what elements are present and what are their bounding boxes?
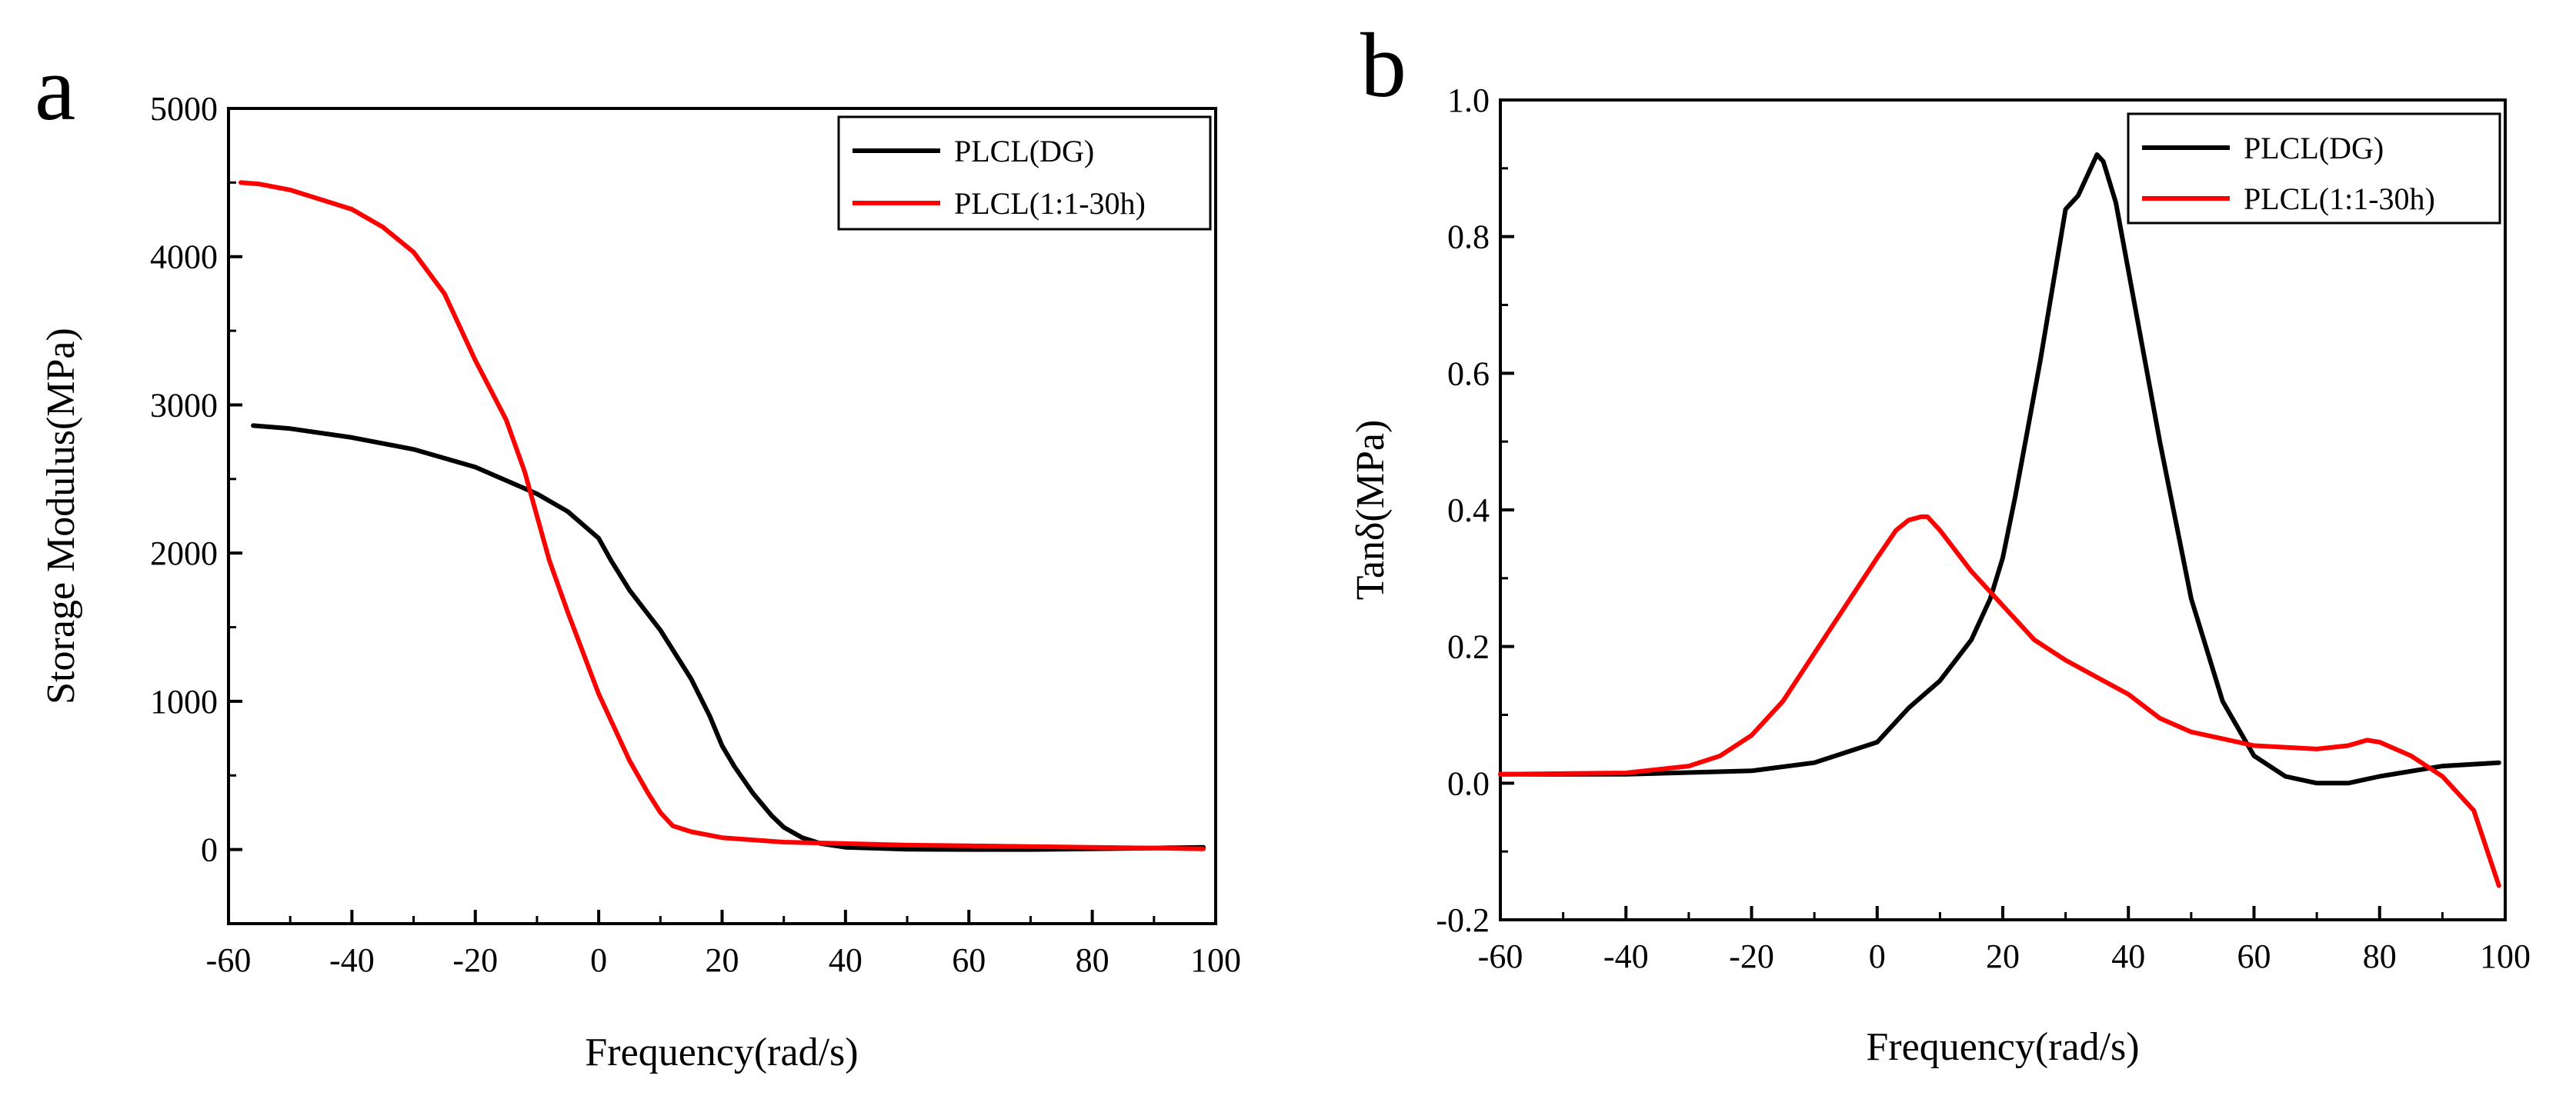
panel-b-y-axis-label: Tanδ(MPa) [1349, 420, 1393, 601]
panel-a-x-tick-label: 80 [1076, 941, 1109, 979]
panel-b-y-tick-label: 0.2 [1447, 628, 1490, 666]
panel-a-legend: PLCL(DG) PLCL(1:1-30h) [837, 115, 1212, 231]
panel-a-x-tick-label: 40 [829, 941, 863, 979]
panel-b-legend: PLCL(DG) PLCL(1:1-30h) [2127, 112, 2501, 225]
panel-b-y-tick-label: -0.2 [1436, 901, 1490, 939]
panel-a-x-axis-label: Frequency(rad/s) [585, 1031, 858, 1074]
panel-b-x-tick-label: 20 [1986, 937, 2020, 975]
panel-a-legend-label-1: PLCL(1:1-30h) [954, 186, 1146, 221]
panel-a-y-tick-label: 1000 [150, 683, 218, 721]
panel-a-x-tick-label: -60 [206, 941, 252, 979]
panel-a-y-tick-label: 2000 [150, 535, 218, 572]
panel-b-x-tick-label: -40 [1603, 937, 1649, 975]
panel-b-x-tick-label: -60 [1478, 937, 1523, 975]
panel-a-x-tick-label: -20 [452, 941, 498, 979]
panel-a-x-tick-label: 100 [1190, 941, 1241, 979]
panel-b-x-axis-label: Frequency(rad/s) [1866, 1025, 2139, 1069]
panel-b-x-tick-label: 80 [2363, 937, 2397, 975]
panel-a-series-line-0 [251, 423, 1206, 852]
panel-b-x-tick-label: 60 [2237, 937, 2271, 975]
panel-a-series-line-1 [239, 180, 1206, 851]
panel-a-y-tick-label: 0 [201, 831, 218, 869]
panel-a-y-tick-label: 3000 [150, 386, 218, 424]
panel-b-x-tick-label: -20 [1729, 937, 1774, 975]
panel-a-letter: a [35, 37, 75, 139]
panel-a-x-tick-label: 0 [590, 941, 607, 979]
panel-b-y-tick-label: 0.0 [1447, 764, 1490, 802]
panel-a-y-tick-label: 5000 [150, 90, 218, 128]
panel-b-y-tick-label: 0.8 [1447, 218, 1490, 256]
panel-b: b -60 -40 -20 0 20 40 60 80 100 -0.2 0.0 0.2 0.4 0.6… [1349, 14, 2531, 1069]
panel-a: a -60 -40 -20 0 20 40 60 80 100 0 1000 2000 3000 400… [35, 37, 1241, 1074]
panel-b-series-line-1 [1498, 514, 2501, 888]
panel-a-plot-frame [227, 107, 1217, 925]
panel-b-letter: b [1360, 14, 1406, 116]
panel-a-x-tick-label: 20 [706, 941, 739, 979]
panel-b-legend-box [2127, 112, 2501, 225]
panel-a-y-axis-label: Storage Modulus(MPa) [39, 328, 83, 704]
panel-b-series-line-0 [1498, 152, 2501, 786]
panel-b-y-tick-label: 1.0 [1447, 82, 1490, 119]
panel-b-legend-label-0: PLCL(DG) [2244, 131, 2384, 165]
panel-b-x-tick-label: 0 [1869, 937, 1886, 975]
panel-b-legend-label-1: PLCL(1:1-30h) [2244, 182, 2435, 216]
panel-a-legend-label-0: PLCL(DG) [954, 134, 1094, 168]
panel-b-x-tick-label: 40 [2111, 937, 2145, 975]
panel-a-x-tick-label: 60 [952, 941, 986, 979]
panel-b-y-tick-label: 0.6 [1447, 355, 1490, 392]
panel-a-legend-box [837, 115, 1212, 231]
panel-a-x-tick-label: -40 [329, 941, 375, 979]
panel-b-x-tick-label: 100 [2480, 937, 2531, 975]
panel-a-y-tick-label: 4000 [150, 238, 218, 276]
panel-b-y-tick-label: 0.4 [1447, 491, 1490, 529]
